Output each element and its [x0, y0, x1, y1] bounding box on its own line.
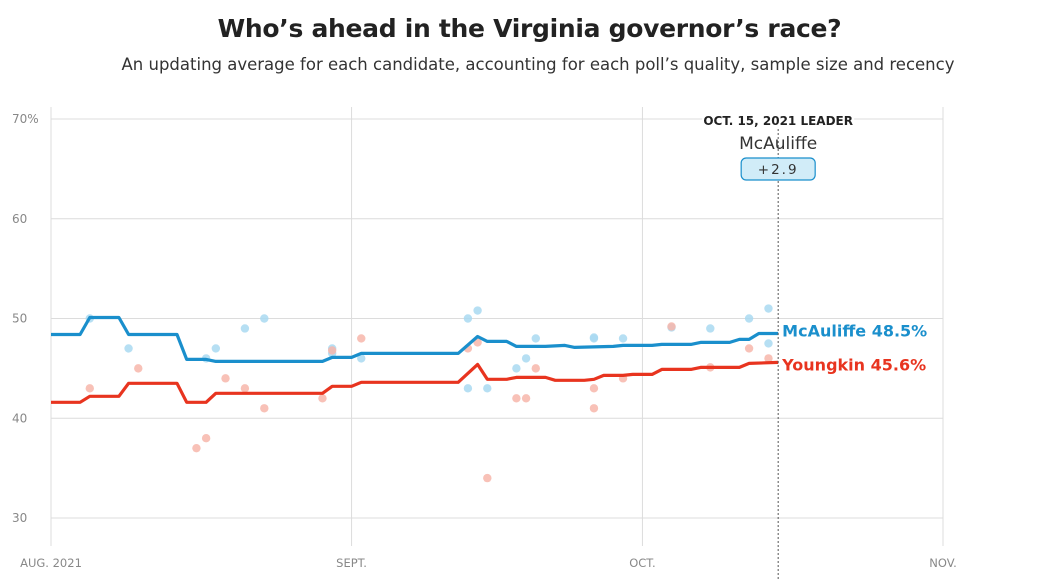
- poll-dot: [124, 344, 133, 353]
- chart-title: Who’s ahead in the Virginia governor’s r…: [217, 14, 842, 43]
- leader-heading: OCT. 15, 2021 LEADER: [703, 114, 853, 128]
- poll-dot: [240, 324, 250, 333]
- poll-dot: [531, 334, 540, 343]
- poll-dot: [764, 304, 773, 313]
- end-label-mcauliffe: McAuliffe 48.5%: [782, 321, 927, 340]
- poll-dot: [531, 364, 540, 373]
- poll-dot: [521, 354, 531, 363]
- poll-dot: [667, 322, 676, 331]
- poll-dot: [134, 364, 143, 373]
- x-tick-label: NOV.: [929, 556, 957, 570]
- poll-dots: [85, 304, 773, 483]
- poll-dot: [221, 374, 230, 383]
- poll-dot: [463, 384, 473, 393]
- poll-dot: [744, 344, 754, 353]
- poll-dot: [318, 394, 327, 403]
- trend-line-youngkin: [51, 360, 779, 404]
- x-axis: AUG. 2021 SEPT. OCT. NOV.: [20, 556, 957, 570]
- poll-dot: [357, 334, 366, 343]
- y-tick-label: 60: [12, 212, 27, 226]
- leader-name: McAuliffe: [739, 134, 817, 154]
- x-tick-label: SEPT.: [336, 556, 367, 570]
- poll-dot: [260, 404, 269, 413]
- y-axis: 30 40 50 60 70%: [12, 112, 39, 525]
- poll-dot: [512, 394, 521, 403]
- poll-dot: [764, 339, 773, 348]
- average-lines: [51, 315, 779, 404]
- poll-dot: [589, 384, 599, 393]
- poll-dot: [327, 346, 337, 355]
- end-label-youngkin: Youngkin 45.6%: [781, 355, 926, 374]
- poll-dot: [357, 354, 366, 363]
- poll-dot: [483, 473, 492, 483]
- x-tick-label: AUG. 2021: [20, 556, 82, 570]
- poll-dot: [192, 443, 201, 453]
- leader-margin-badge: [740, 157, 816, 181]
- poll-dot: [521, 394, 531, 403]
- trend-line-mcauliffe: [51, 315, 779, 363]
- poll-dot: [618, 334, 628, 343]
- poll-dot: [483, 384, 492, 393]
- y-tick-label: 70%: [12, 112, 39, 126]
- poll-dot: [589, 333, 599, 342]
- y-tick-label: 40: [12, 411, 27, 425]
- poll-dot: [260, 314, 269, 323]
- poll-dot: [512, 364, 521, 373]
- poll-dot: [240, 384, 250, 393]
- leader-margin: +2.9: [758, 162, 799, 178]
- poll-dot: [201, 434, 211, 443]
- leader-heading-bg: [702, 112, 855, 128]
- y-tick-label: 30: [12, 511, 27, 525]
- x-tick-label: OCT.: [629, 556, 655, 570]
- poll-dot: [211, 344, 221, 353]
- poll-dot: [764, 354, 773, 363]
- poll-dot: [706, 324, 715, 333]
- poll-dot: [473, 306, 482, 315]
- poll-dot: [463, 314, 473, 323]
- chart-subtitle: An updating average for each candidate, …: [121, 55, 955, 74]
- end-labels: McAuliffe 48.5% Youngkin 45.6%: [781, 321, 927, 374]
- poll-dot: [744, 314, 754, 323]
- grid: [50, 107, 944, 546]
- leader-annotation: OCT. 15, 2021 LEADER McAuliffe +2.9: [702, 112, 855, 581]
- poll-dot: [85, 384, 94, 393]
- y-tick-label: 50: [12, 312, 27, 326]
- poll-dot: [589, 404, 599, 413]
